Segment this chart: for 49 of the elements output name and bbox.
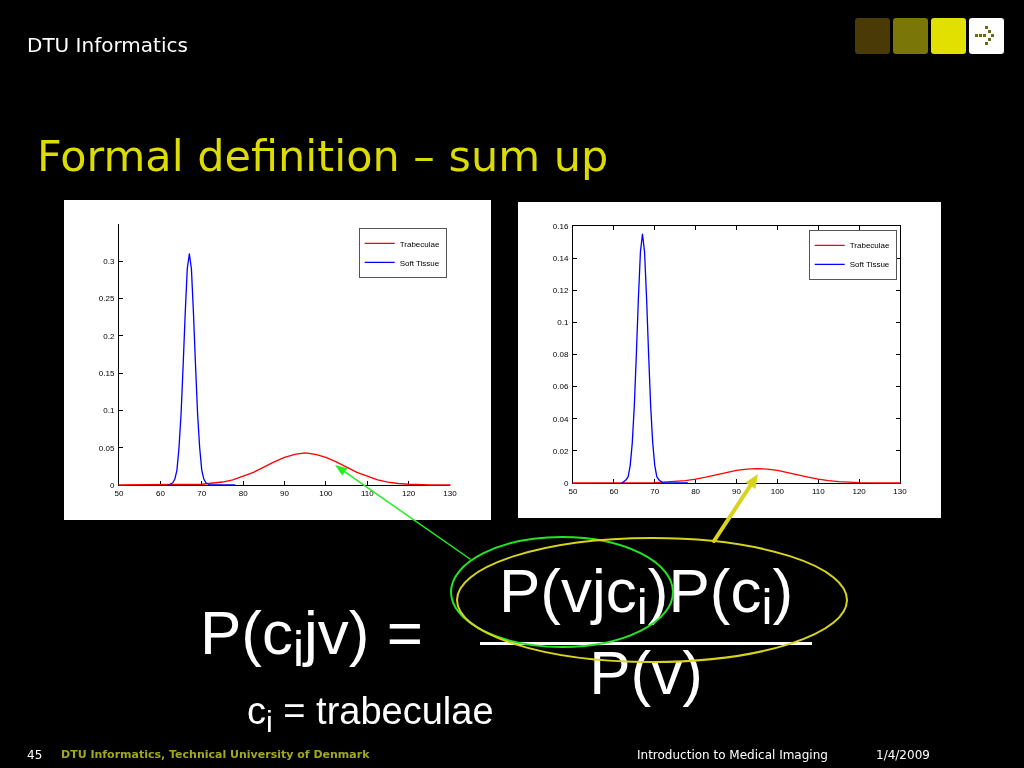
x-tick-label: 100: [319, 488, 334, 498]
x-tick-label: 120: [401, 488, 416, 498]
legend-label: Soft Tissue: [399, 258, 440, 268]
text: Formal definition – sum up: [37, 131, 609, 181]
y-tick-label: 0.08: [552, 350, 569, 360]
legend-label: Trabeculae: [399, 239, 440, 249]
x-tick-label: 70: [650, 486, 660, 496]
x-tick-label: 70: [197, 488, 207, 498]
x-tick-label: 50: [568, 486, 578, 496]
x-tick-label: 110: [360, 488, 375, 498]
y-tick-label: 0.06: [552, 382, 569, 392]
text: DTU Informatics, Technical University of Denmark: [61, 748, 370, 761]
x-tick-label: 60: [609, 486, 619, 496]
y-tick-label: 0.1: [557, 318, 569, 328]
text: 45: [27, 748, 43, 762]
y-tick-label: 0.2: [103, 331, 115, 341]
line-series: [168, 253, 236, 486]
text: DTU Informatics: [27, 33, 188, 57]
x-tick-label: 110: [811, 486, 826, 496]
line-series: [621, 233, 689, 484]
text: c$_{i}$ = trabeculae: [247, 690, 494, 738]
legend-label: Trabeculae: [849, 241, 891, 251]
x-tick-label: 120: [852, 486, 867, 496]
y-tick-label: 0.04: [552, 414, 569, 424]
y-tick-label: 0: [563, 478, 569, 488]
x-tick-label: 50: [114, 488, 124, 498]
x-tick-label: 60: [155, 488, 166, 498]
y-tick-label: 0.16: [552, 221, 569, 231]
y-tick-label: 0.15: [98, 368, 115, 378]
legend-label: Soft Tissue: [849, 260, 890, 270]
text: Introduction to Medical Imaging: [637, 748, 828, 762]
line-series: [572, 467, 901, 484]
y-tick-label: 0.02: [552, 446, 569, 456]
y-tick-label: 0.1: [103, 406, 115, 416]
y-tick-label: 0.12: [552, 286, 569, 296]
text: P(c$_{i}$jv) =: [200, 598, 423, 678]
y-tick-label: 0.05: [98, 443, 115, 453]
y-tick-label: 0.14: [552, 253, 569, 263]
y-tick-label: 0: [109, 480, 115, 490]
x-tick-label: 90: [732, 486, 742, 496]
x-tick-label: 130: [443, 488, 458, 498]
y-tick-label: 0.3: [103, 257, 115, 267]
x-tick-label: 90: [280, 488, 290, 498]
x-tick-label: 80: [238, 488, 249, 498]
y-tick-label: 0.25: [98, 294, 115, 304]
x-tick-label: 100: [770, 486, 785, 496]
x-tick-label: 130: [893, 486, 908, 496]
text: 1/4/2009: [876, 748, 930, 762]
x-tick-label: 80: [691, 486, 701, 496]
